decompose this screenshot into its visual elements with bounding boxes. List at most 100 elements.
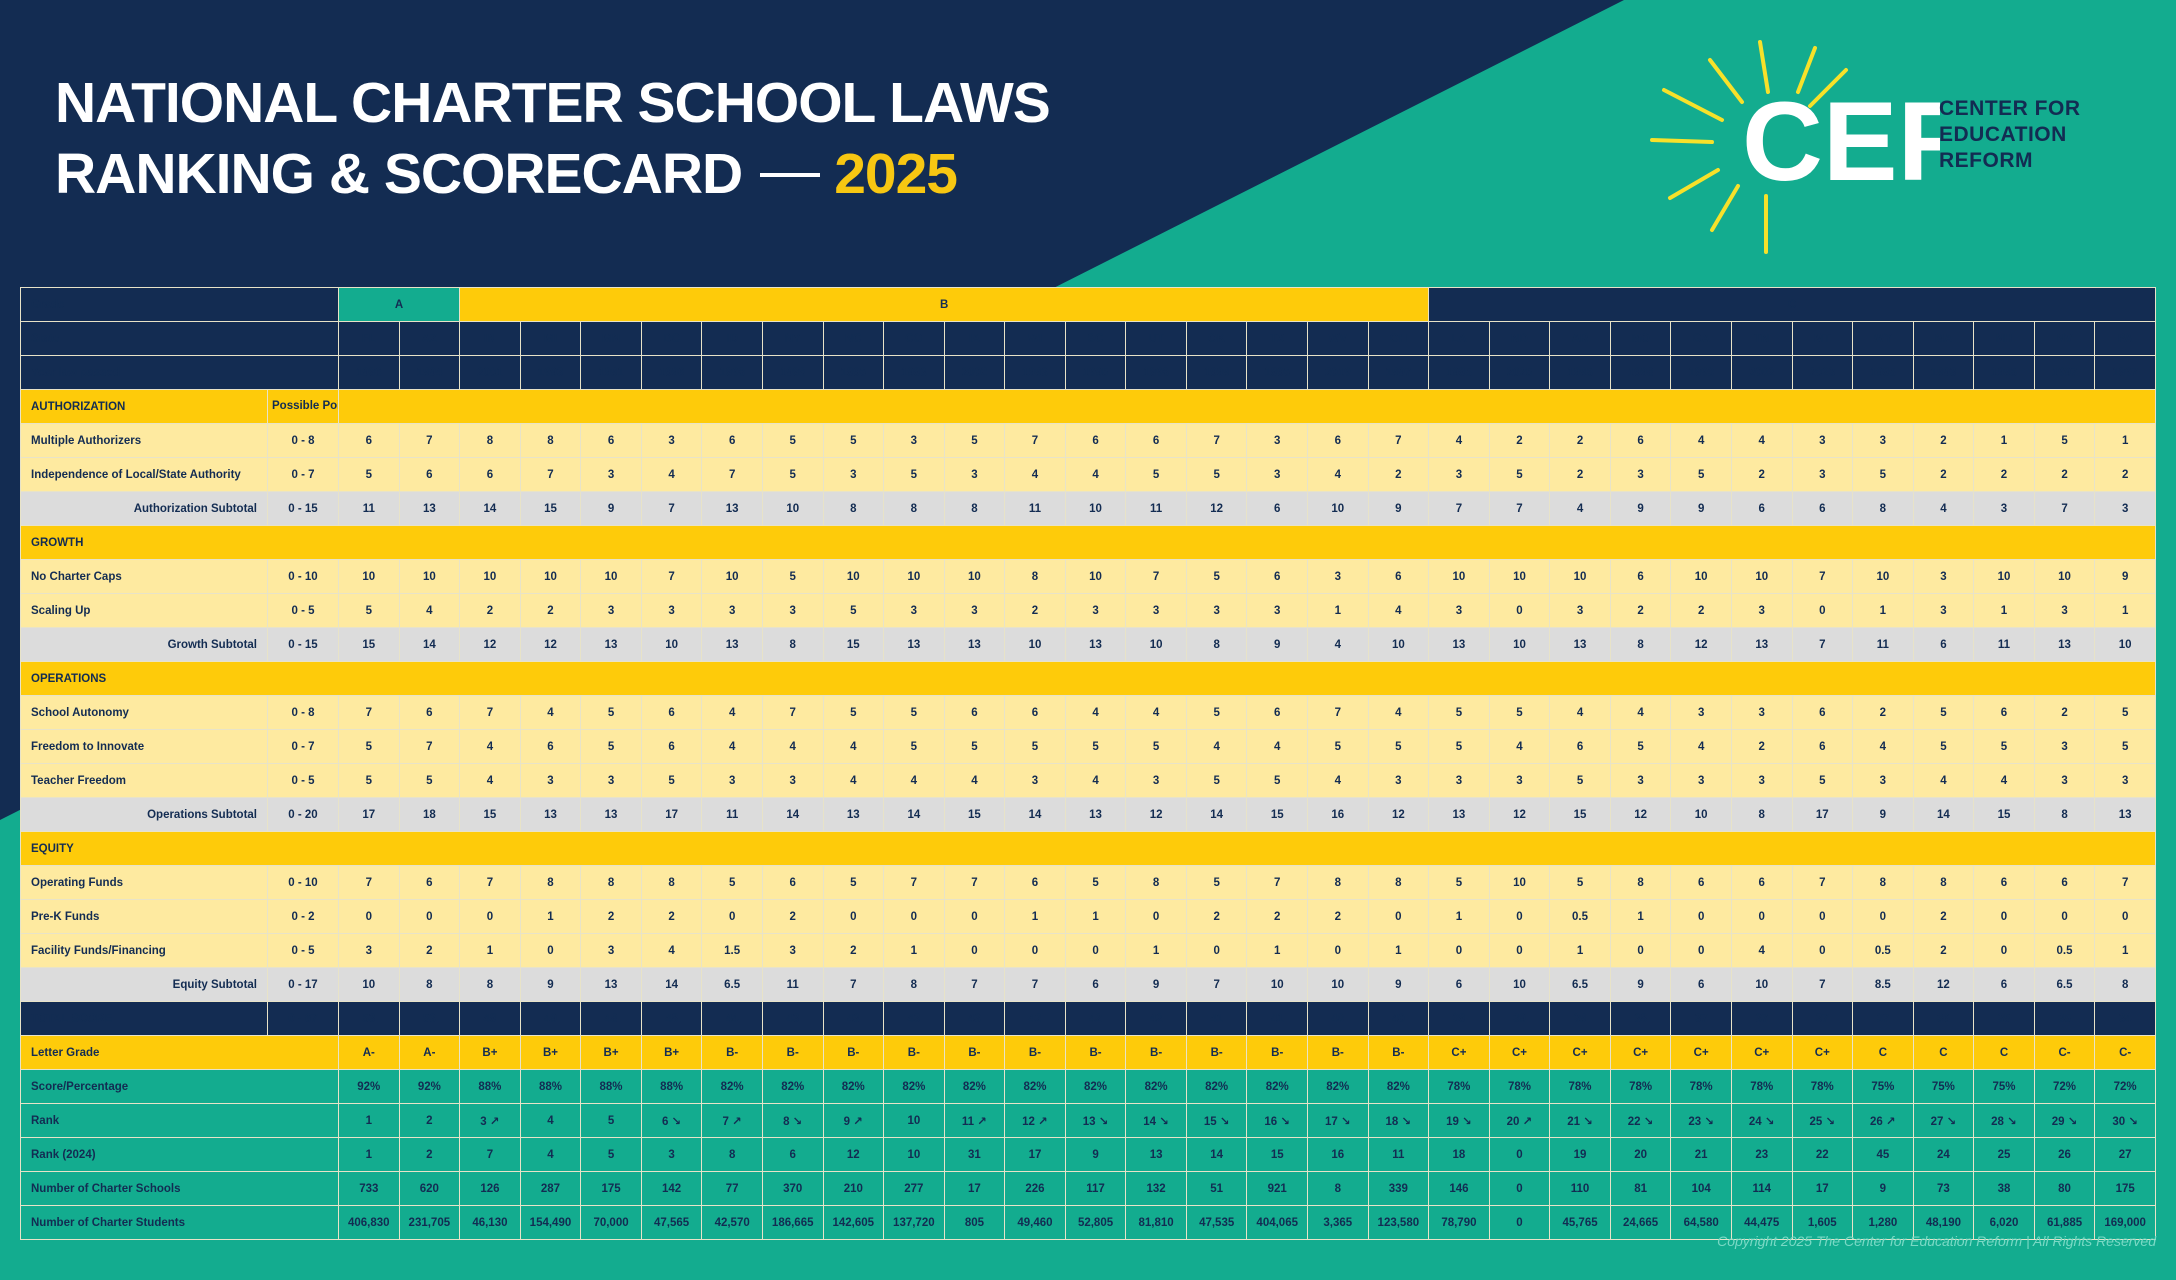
grade-group: C	[1428, 287, 2156, 322]
score: 10	[1852, 559, 1914, 594]
summary-row: Rank (2024) 1 2 7 4 5 3 8 6 12 10 31 17 9 13 14 15 16 11 18…	[20, 1137, 2156, 1172]
summary-value: 13	[1125, 1137, 1187, 1172]
subtotal: 10	[1064, 491, 1127, 526]
summary-value: 82%	[1185, 1069, 1248, 1104]
subtotal: 6	[1791, 491, 1854, 526]
score: 10	[822, 559, 885, 594]
total-score: 53	[338, 1001, 400, 1036]
score: 0.5	[1549, 899, 1611, 934]
score: 3	[1428, 593, 1490, 628]
year: 2002	[1730, 355, 1793, 390]
subtotal: 4	[1307, 627, 1369, 662]
logo-line: EDUCATION	[1939, 123, 2067, 146]
score: 1	[1428, 899, 1490, 934]
subtotal: 6	[1246, 491, 1308, 526]
summary-value: 25	[1973, 1137, 2035, 1172]
summary-value: 370	[761, 1171, 824, 1206]
logo-mark: CER	[1742, 79, 1940, 204]
possible-points: 0 - 20	[267, 797, 339, 832]
summary-value: 42,570	[701, 1205, 763, 1240]
state: SC	[1064, 321, 1127, 356]
summary-value: 146	[1428, 1171, 1490, 1206]
score: 3	[2033, 593, 2096, 628]
score: 10	[1428, 559, 1490, 594]
subtotal: 10	[1730, 967, 1793, 1002]
score: 3	[580, 457, 642, 492]
summary-value: 82%	[943, 1069, 1006, 1104]
score: 7	[883, 865, 945, 900]
score: 5	[701, 865, 763, 900]
subtotal: 9	[1246, 627, 1308, 662]
subtotal: 14	[398, 627, 461, 662]
subtotal: 4	[1912, 491, 1975, 526]
state: MI	[519, 321, 582, 356]
score: 2	[519, 593, 582, 628]
score: 5	[943, 423, 1006, 458]
score: 2	[1912, 933, 1975, 968]
score: 0	[2094, 899, 2156, 934]
letter-grade: C-	[2094, 1035, 2156, 1070]
total-score: 37	[1791, 1001, 1854, 1036]
score: 6	[1791, 695, 1854, 730]
subtotal: 13	[883, 627, 945, 662]
letter-grade: B-	[1246, 1035, 1308, 1070]
score: 5	[761, 423, 824, 458]
score: 7	[1004, 423, 1066, 458]
letter-grade: C+	[1428, 1035, 1490, 1070]
score: 7	[701, 457, 763, 492]
subtotal: 14	[883, 797, 945, 832]
summary-value: 82%	[1367, 1069, 1430, 1104]
score: 0	[1973, 899, 2035, 934]
summary-value: 6	[761, 1137, 824, 1172]
score: 5	[338, 729, 400, 764]
summary-value: 49,460	[1004, 1205, 1066, 1240]
score: 7	[459, 695, 521, 730]
score: 5	[1791, 763, 1854, 798]
summary-value: 6,020	[1973, 1205, 2035, 1240]
summary-value: 24,665	[1609, 1205, 1672, 1240]
subtotal: 10	[1246, 967, 1308, 1002]
summary-value: 45,765	[1549, 1205, 1611, 1240]
summary-value: 31	[943, 1137, 1006, 1172]
total-score: 35	[2033, 1001, 2096, 1036]
summary-value: 18 ↘	[1367, 1103, 1430, 1138]
summary-value: 110	[1549, 1171, 1611, 1206]
subtotal-label: Growth Subtotal	[20, 627, 268, 662]
summary-value: 15	[1246, 1137, 1308, 1172]
state: ID	[701, 321, 763, 356]
summary-value: 406,830	[338, 1205, 400, 1240]
score: 0	[1488, 593, 1551, 628]
score: 3	[2033, 763, 2096, 798]
year: 1996	[640, 355, 703, 390]
summary-value: 82%	[1307, 1069, 1369, 1104]
subtotal: 11	[1852, 627, 1914, 662]
summary-value: 4	[519, 1103, 582, 1138]
score: 5	[1307, 729, 1369, 764]
logo-line: CENTER FOR	[1939, 97, 2081, 120]
summary-value: 88%	[519, 1069, 582, 1104]
score: 5	[1004, 729, 1066, 764]
subtotal-row: Operations Subtotal 0 - 20 17 18 15 13 13 17 11 1…	[20, 797, 2156, 832]
summary-value: 0	[1488, 1171, 1551, 1206]
criterion-label: Teacher Freedom	[20, 763, 268, 798]
score: 8	[519, 423, 582, 458]
summary-value: 175	[2094, 1171, 2156, 1206]
criterion-label: Scaling Up	[20, 593, 268, 628]
total-score: 37	[1852, 1001, 1914, 1036]
score: 6	[1367, 559, 1430, 594]
score: 5	[338, 457, 400, 492]
score: 4	[1004, 457, 1066, 492]
score: 4	[822, 763, 885, 798]
score: 4	[1670, 423, 1732, 458]
state-row: State FL AZ IN MI MN DC ID NY NC CO IA WI SC UT OK TX WV O…	[20, 321, 2156, 356]
summary-value: 132	[1125, 1171, 1187, 1206]
state: WI	[1004, 321, 1066, 356]
year: 1995	[1973, 355, 2035, 390]
score: 0.5	[1852, 933, 1914, 968]
subtotal: 8	[1852, 491, 1914, 526]
score: 5	[822, 865, 885, 900]
score: 4	[398, 593, 461, 628]
score: 7	[398, 423, 461, 458]
score: 10	[883, 559, 945, 594]
